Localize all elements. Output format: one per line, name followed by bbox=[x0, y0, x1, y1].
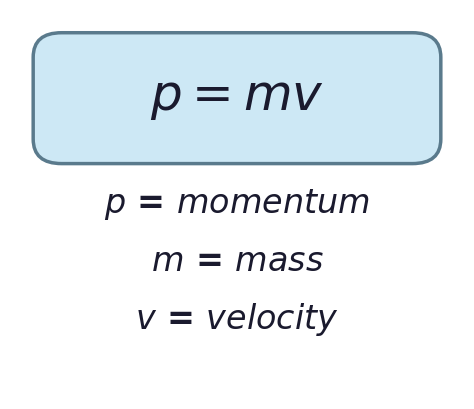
Text: $p = mv$: $p = mv$ bbox=[150, 74, 324, 122]
FancyBboxPatch shape bbox=[33, 33, 441, 164]
Text: $p$ = $momentum$: $p$ = $momentum$ bbox=[104, 187, 370, 222]
Text: $v$ = $velocity$: $v$ = $velocity$ bbox=[135, 301, 339, 337]
Text: $m$ = $mass$: $m$ = $mass$ bbox=[151, 245, 323, 278]
